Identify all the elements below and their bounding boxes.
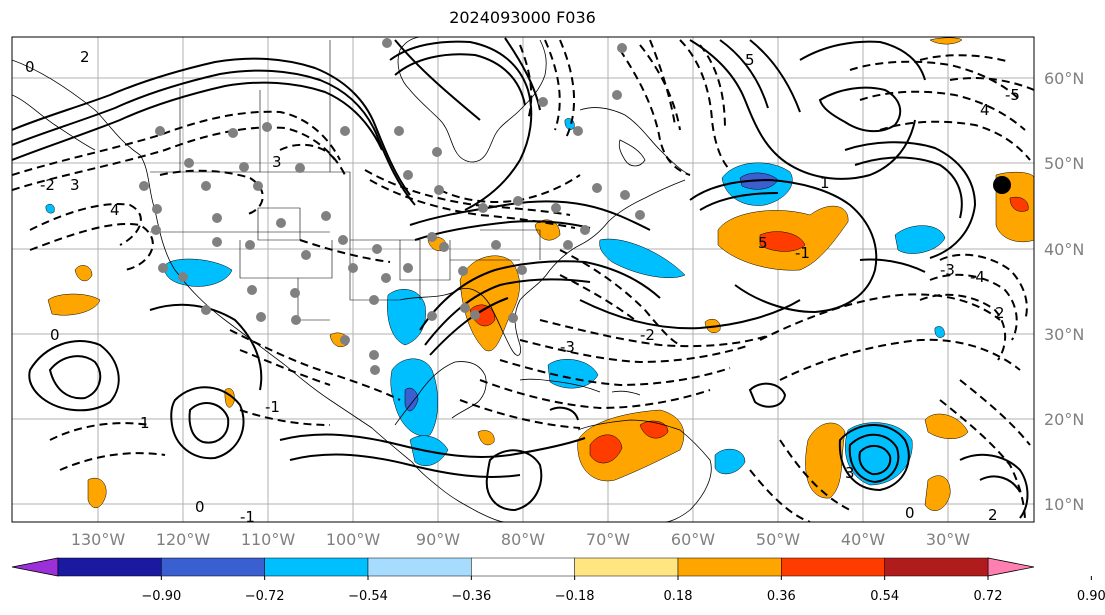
storm-marker [993, 176, 1011, 194]
shade-red-caribbean [589, 434, 623, 464]
contour-label: 2 [80, 48, 90, 66]
coastlines [12, 37, 712, 522]
contour-label: 0 [50, 326, 60, 344]
contour-labels: 0 2 3 4 5 -1 1 -2 3 -3 -5 4 2 0 1 -1 0 -… [25, 48, 1020, 526]
colorbar-segment [57, 557, 162, 577]
lon-label: 70°W [586, 530, 630, 549]
lat-label: 60°N [1044, 69, 1084, 88]
shade-orange-yucatan [477, 430, 495, 446]
colorbar-segments [57, 557, 989, 577]
shade-orange-atlantic-south [805, 422, 846, 499]
colorbar-tick-label: −0.72 [245, 589, 285, 604]
contour-label: 3 [70, 176, 80, 194]
colorbar: −0.90 −0.72 −0.54 −0.36 −0.18 0.18 0.36 0.54 0.7… [11, 557, 1105, 604]
lon-label: 40°W [841, 530, 885, 549]
contour-label: 1 [140, 414, 150, 432]
colorbar-left-extension [11, 557, 59, 577]
shade-orange-pacific2 [74, 265, 93, 282]
solid-contours [12, 37, 1029, 519]
contour-label: 0 [25, 58, 35, 76]
colorbar-tick-label: −0.54 [348, 589, 388, 604]
map-title: 2024093000 F036 [449, 8, 596, 27]
dashed-contours [12, 39, 1034, 522]
shade-red-atlantic [759, 231, 806, 252]
colorbar-segment [884, 557, 989, 577]
observation-dots [139, 38, 645, 375]
state-borders [150, 40, 541, 321]
lon-label: 60°W [671, 530, 715, 549]
colorbar-tick-label: 0.90 [1077, 589, 1105, 604]
lon-label: 110°W [241, 530, 296, 549]
colorbar-segment [264, 557, 369, 577]
colorbar-segment [574, 557, 679, 577]
contour-label: -4 [970, 268, 985, 286]
contour-label: 5 [758, 234, 768, 252]
colorbar-labels: −0.90 −0.72 −0.54 −0.36 −0.18 0.18 0.36 0.54 0.7… [141, 576, 1105, 604]
contour-label: -2 [40, 176, 55, 194]
shade-orange-pacific [47, 293, 101, 316]
colorbar-segment [161, 557, 265, 577]
shade-blue-caribbean2 [714, 448, 746, 475]
shade-blue-gulf-west [387, 289, 426, 346]
colorbar-right-extension [987, 557, 1035, 577]
colorbar-tick-label: 0.72 [974, 589, 1003, 604]
lon-label: 100°W [326, 530, 381, 549]
lon-label: 30°W [926, 530, 970, 549]
lon-label: 80°W [501, 530, 545, 549]
lat-label: 20°N [1044, 410, 1084, 429]
lon-label: 50°W [756, 530, 800, 549]
colorbar-segment [367, 557, 472, 577]
shade-blue-small-atl [934, 326, 945, 338]
colorbar-segment [677, 557, 782, 577]
contour-label: 4 [980, 101, 990, 119]
lat-label: 40°N [1044, 240, 1084, 259]
contour-label: 0 [195, 498, 205, 516]
colorbar-segment [781, 557, 885, 577]
contour-label: 2 [988, 506, 998, 524]
lon-label: 130°W [71, 530, 126, 549]
shade-red-east [1009, 196, 1029, 212]
shaded-anomaly-fields [45, 37, 1034, 511]
lat-label: 30°N [1044, 325, 1084, 344]
contour-label: 2 [995, 304, 1005, 322]
contour-label: -3 [940, 261, 955, 279]
lat-label: 50°N [1044, 154, 1084, 173]
shade-orange-ne-corner [929, 37, 963, 45]
shade-blue-small-pac [45, 204, 55, 214]
longitude-labels: 130°W 120°W 110°W 100°W 90°W 80°W 70°W 6… [71, 530, 970, 549]
colorbar-tick-label: 0.54 [870, 589, 899, 604]
contour-label: 3 [845, 464, 855, 482]
shade-orange-pacific-south [87, 477, 107, 508]
shade-red-caribbean2 [639, 420, 669, 439]
map-frame [11, 36, 1035, 523]
contour-label: 0 [905, 504, 915, 522]
latitude-labels: 60°N 50°N 40°N 30°N 20°N 10°N [1044, 69, 1084, 514]
shade-blue-carolina [599, 238, 686, 278]
contour-label: -1 [265, 398, 280, 416]
contour-label: 3 [272, 153, 282, 171]
colorbar-segment [471, 557, 575, 577]
contour-label: 4 [110, 201, 120, 219]
contour-label: -2 [640, 326, 655, 344]
shade-blue-midatlantic [894, 225, 946, 254]
colorbar-tick-label: 0.36 [767, 589, 796, 604]
lat-label: 10°N [1044, 495, 1084, 514]
lon-label: 90°W [416, 530, 460, 549]
colorbar-tick-label: −0.18 [555, 589, 595, 604]
shade-red-gulf [469, 304, 496, 327]
contour-label: -1 [795, 244, 810, 262]
colorbar-tick-label: 0.18 [664, 589, 693, 604]
contour-label: 1 [820, 174, 830, 192]
shade-blue-caribbean [547, 359, 599, 389]
contour-label: -3 [560, 338, 575, 356]
contour-label: -1 [240, 508, 255, 526]
contour-label: 5 [745, 51, 755, 69]
shade-orange-atlantic-se2 [924, 475, 951, 511]
lon-label: 120°W [156, 530, 211, 549]
colorbar-tick-label: −0.90 [141, 589, 181, 604]
shade-orange-atlantic-se [924, 413, 969, 439]
colorbar-tick-label: −0.36 [451, 589, 491, 604]
contour-label: -5 [1005, 86, 1020, 104]
